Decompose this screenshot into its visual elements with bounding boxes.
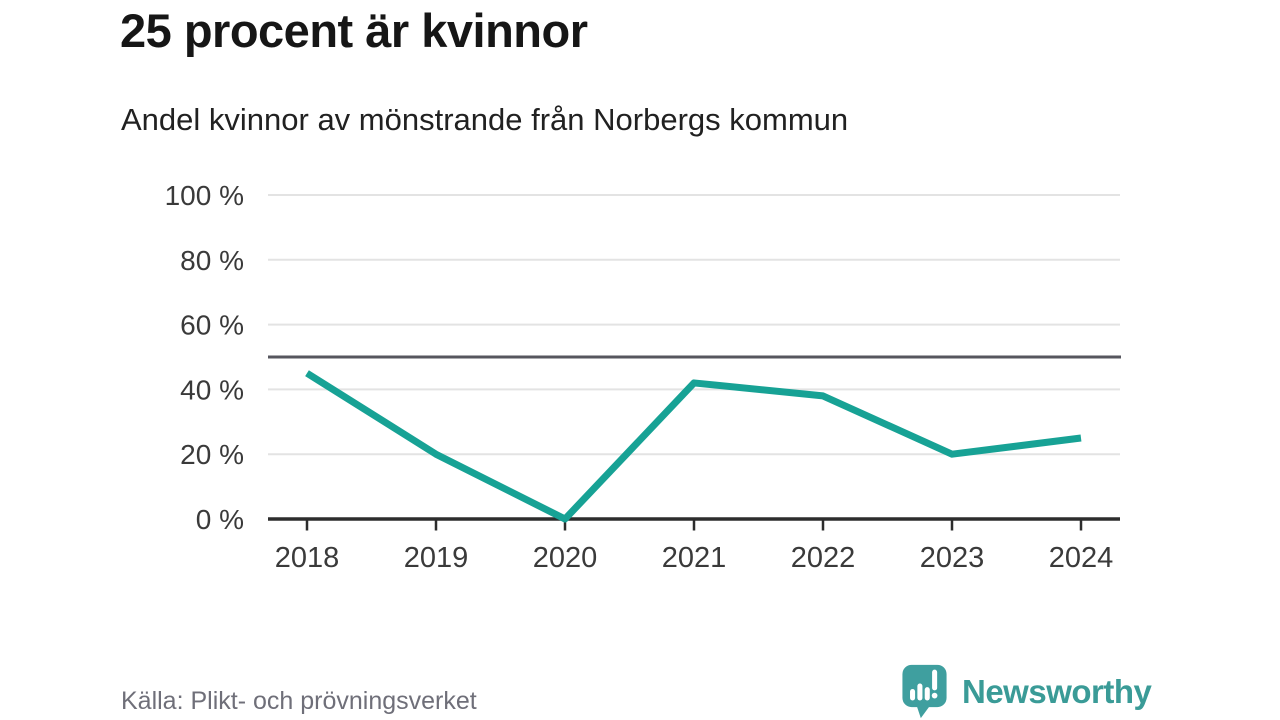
data-line — [305, 370, 1082, 523]
svg-text:2018: 2018 — [275, 542, 340, 574]
y-tick-labels: 0 % 20 % 40 % 60 % 80 % 100 % — [165, 180, 244, 535]
svg-text:2019: 2019 — [404, 542, 469, 574]
newsworthy-logo-icon — [902, 664, 947, 719]
svg-text:80 %: 80 % — [180, 245, 244, 276]
chart-title: 25 procent är kvinnor — [120, 4, 588, 57]
newsworthy-brand: Newsworthy — [896, 663, 1152, 720]
svg-text:2024: 2024 — [1049, 542, 1114, 574]
svg-text:100 %: 100 % — [165, 180, 244, 211]
svg-text:20 %: 20 % — [180, 439, 244, 470]
svg-text:2022: 2022 — [791, 542, 856, 574]
svg-text:40 %: 40 % — [180, 374, 244, 405]
svg-text:2021: 2021 — [662, 542, 727, 574]
newsworthy-logo-text: Newsworthy — [962, 672, 1152, 710]
svg-text:60 %: 60 % — [180, 310, 244, 341]
svg-text:2020: 2020 — [533, 542, 598, 574]
svg-text:2023: 2023 — [920, 542, 985, 574]
chart-subtitle: Andel kvinnor av mönstrande från Norberg… — [121, 102, 849, 137]
x-tick-labels: 2018 2019 2020 2021 2022 2023 2024 — [275, 542, 1114, 574]
x-axis-ticks — [305, 519, 1083, 531]
source-note: Källa: Plikt- och prövningsverket — [121, 687, 477, 715]
svg-text:0 %: 0 % — [196, 504, 244, 535]
y-gridlines — [268, 194, 1120, 456]
